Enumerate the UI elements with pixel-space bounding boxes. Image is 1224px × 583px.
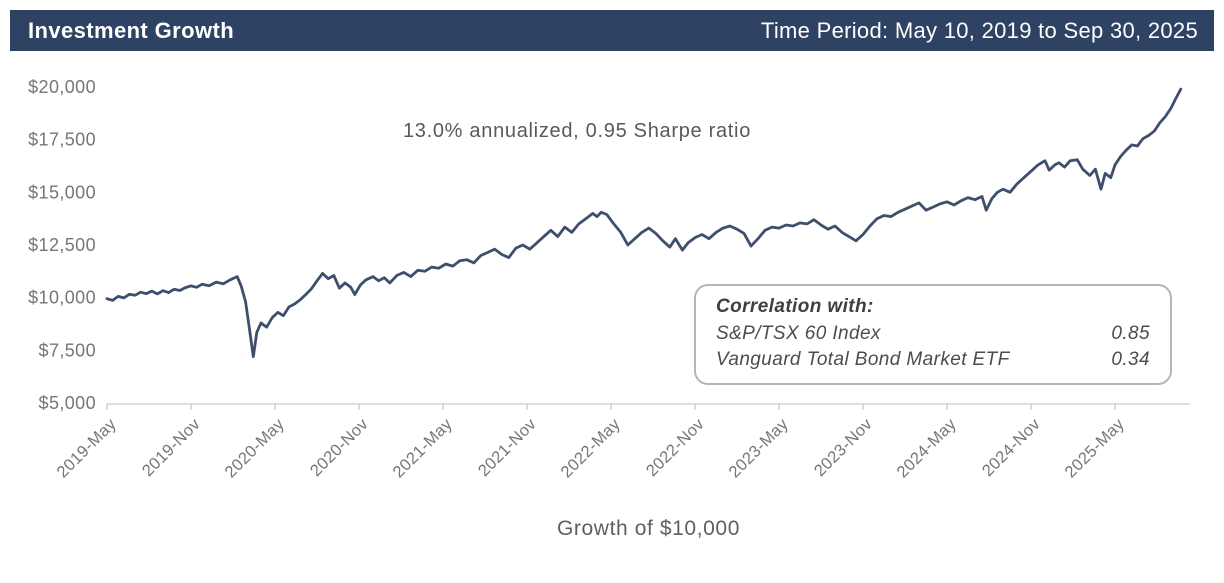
x-axis-tick-label: 2021-Nov [475, 415, 540, 480]
correlation-row: Vanguard Total Bond Market ETF 0.34 [716, 347, 1150, 374]
x-axis-tick-label: 2023-Nov [811, 415, 876, 480]
x-axis-tick-label: 2019-May [54, 415, 121, 482]
correlation-asset-name: S&P/TSX 60 Index [716, 322, 881, 344]
page-title: Investment Growth [28, 17, 235, 43]
y-axis-tick-label: $10,000 [28, 288, 96, 308]
correlation-box: Correlation with: S&P/TSX 60 Index 0.85 … [694, 284, 1172, 385]
y-axis-tick-label: $17,500 [28, 130, 96, 150]
x-axis-tick-label: 2025-May [1062, 415, 1129, 482]
y-axis-tick-label: $20,000 [28, 77, 96, 97]
x-axis-tick-label: 2022-May [558, 415, 625, 482]
growth-line-chart: $5,000 $7,500 $10,000 $12,500 $15,000 $17,500… [28, 77, 1190, 482]
x-axis-title: Growth of $10,000 [557, 517, 740, 540]
performance-annotation: 13.0% annualized, 0.95 Sharpe ratio [402, 120, 752, 142]
y-axis-tick-label: $15,000 [28, 182, 96, 202]
y-axis-tick-label: $12,500 [28, 235, 96, 255]
correlation-value: 0.34 [1111, 349, 1150, 371]
x-axis-tick-label: 2023-May [726, 415, 793, 482]
x-axis-tick-label: 2019-Nov [139, 415, 204, 480]
x-axis-tick-label: 2024-Nov [979, 415, 1044, 480]
x-axis-tick-label: 2020-Nov [307, 415, 372, 480]
x-axis-tick-label: 2024-May [894, 415, 961, 482]
growth-line [105, 87, 1183, 359]
x-axis-tick-label: 2021-May [390, 415, 457, 482]
x-axis-tick-label: 2020-May [222, 415, 289, 482]
correlation-box-title: Correlation with: [716, 296, 874, 317]
y-axis-tick-label: $7,500 [39, 340, 96, 360]
time-period-label: Time Period: May 10, 2019 to Sep 30, 202… [760, 17, 1198, 43]
correlation-value: 0.85 [1111, 322, 1150, 344]
x-axis-tick-label: 2022-Nov [643, 415, 708, 480]
y-axis-tick-label: $5,000 [39, 393, 96, 413]
title-bar: Investment Growth Time Period: May 10, 2… [10, 10, 1214, 51]
correlation-row: S&P/TSX 60 Index 0.85 [716, 321, 1150, 348]
correlation-asset-name: Vanguard Total Bond Market ETF [716, 349, 1010, 371]
